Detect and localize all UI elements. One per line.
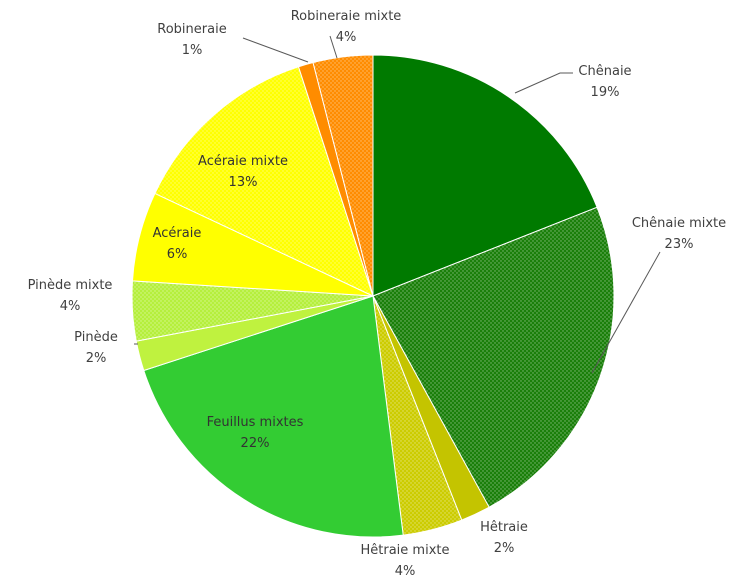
slice-pattern-hetraie-mixte: [373, 296, 462, 536]
label-value-aceraie-mixte: 13%: [229, 175, 258, 190]
leader-lines: [134, 35, 661, 374]
label-name-robineraie: Robineraie: [157, 22, 226, 37]
label-name-hetraie-mixte: Hêtraie mixte: [361, 543, 450, 558]
leader-line-robineraie-mixte: [329, 35, 338, 59]
label-value-hetraie-mixte: 4%: [395, 564, 416, 579]
label-value-robineraie: 1%: [182, 43, 203, 58]
slice-pattern-robineraie-mixte: [313, 55, 373, 296]
label-name-pinede-mixte: Pinède mixte: [28, 278, 113, 293]
label-aceraie-mixte: Acéraie mixte 13%: [198, 154, 288, 190]
label-value-pinede: 2%: [86, 351, 107, 366]
slice-pattern-pinede-mixte: [132, 280, 373, 342]
label-name-hetraie: Hêtraie: [480, 520, 528, 535]
label-pinede: Pinède 2%: [74, 330, 118, 366]
label-aceraie: Acéraie 6%: [153, 226, 202, 262]
label-name-chenaie: Chênaie: [578, 64, 631, 79]
leader-line-chenaie: [514, 72, 573, 94]
label-value-aceraie: 6%: [167, 247, 188, 262]
label-value-chenaie: 19%: [591, 85, 620, 100]
slice-pattern-aceraie-mixte: [154, 66, 373, 296]
label-robineraie-mixte: Robineraie mixte 4%: [291, 9, 402, 45]
slice-chenaie: [372, 54, 598, 297]
label-value-robineraie-mixte: 4%: [336, 30, 357, 45]
label-name-chenaie-mixte: Chênaie mixte: [632, 216, 726, 231]
label-pinede-mixte: Pinède mixte 4%: [28, 278, 113, 314]
label-name-feuillus-mixtes: Feuillus mixtes: [207, 415, 304, 430]
pie-slices: [131, 54, 615, 538]
label-chenaie: Chênaie 19%: [578, 64, 631, 100]
label-value-feuillus-mixtes: 22%: [241, 436, 270, 451]
label-hetraie-mixte: Hêtraie mixte 4%: [361, 543, 450, 579]
label-feuillus-mixtes: Feuillus mixtes 22%: [207, 415, 304, 451]
label-value-hetraie: 2%: [494, 541, 515, 556]
label-name-aceraie: Acéraie: [153, 226, 202, 241]
slice-labels: Chênaie 19%Chênaie mixte 23%Hêtraie 2%Hêtra…: [28, 9, 727, 579]
slice-feuillus-mixtes: [143, 295, 404, 538]
label-value-chenaie-mixte: 23%: [665, 237, 694, 252]
leader-line-robineraie: [242, 37, 309, 63]
label-chenaie-mixte: Chênaie mixte 23%: [632, 216, 726, 252]
slice-pattern-chenaie-mixte: [373, 207, 615, 508]
label-name-aceraie-mixte: Acéraie mixte: [198, 154, 288, 169]
label-name-pinede: Pinède: [74, 330, 118, 345]
leader-line-chenaie-mixte: [591, 251, 661, 374]
label-hetraie: Hêtraie 2%: [480, 520, 528, 556]
label-name-robineraie-mixte: Robineraie mixte: [291, 9, 402, 24]
label-value-pinede-mixte: 4%: [60, 299, 81, 314]
label-robineraie: Robineraie 1%: [157, 22, 226, 58]
